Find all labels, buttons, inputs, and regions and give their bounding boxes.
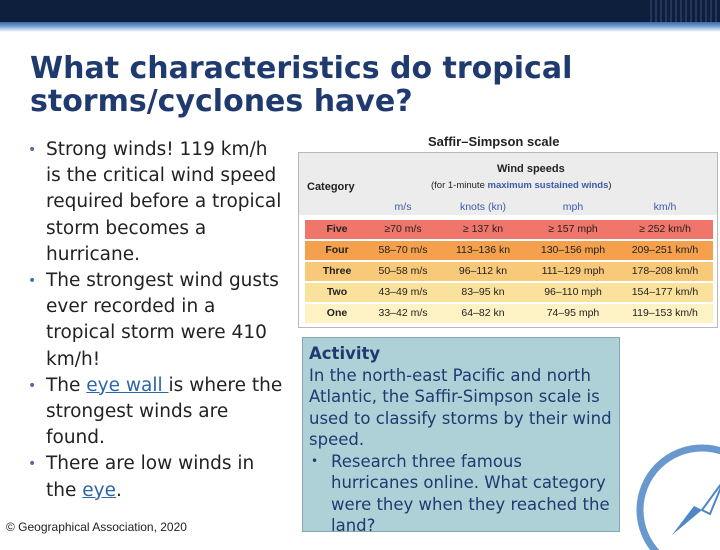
cell-ms: 58–70 m/s: [378, 244, 428, 256]
activity-bullet-text: Research three famous hurricanes online.…: [331, 451, 610, 536]
cell-category: One: [326, 307, 348, 319]
compass-icon: [636, 444, 720, 550]
copyright-notice: © Geographical Association, 2020: [6, 520, 187, 534]
activity-title: Activity: [309, 344, 381, 363]
sublabel-bold: maximum sustained winds: [487, 180, 609, 191]
wind-speeds-label: Wind speeds: [497, 163, 565, 175]
bullet-dot-icon: •: [28, 142, 37, 158]
cell-knots: 113–136 kn: [455, 244, 511, 256]
cell-knots: 64–82 kn: [461, 307, 505, 319]
cell-mph: 130–156 mph: [540, 244, 606, 256]
column-header-mph: mph: [562, 201, 584, 213]
bullet-item: • There are low winds in the eye.: [22, 451, 287, 503]
bullet-text: The strongest wind gusts ever recorded i…: [46, 270, 279, 370]
bullet-dot-icon: •: [311, 453, 319, 468]
column-header-knots: knots (kn): [459, 201, 507, 213]
table-row: One 33–42 m/s 64–82 kn 74–95 mph 119–153…: [305, 304, 713, 323]
cell-category: Four: [325, 244, 349, 256]
cell-mph: 96–110 mph: [544, 286, 602, 298]
column-header-ms: m/s: [394, 201, 412, 213]
sublabel-pre: (for 1-minute: [431, 180, 488, 191]
top-banner-pattern: [650, 0, 720, 22]
cell-knots: 96–112 kn: [458, 265, 508, 277]
cell-knots: ≥ 137 kn: [462, 223, 504, 235]
slide-title-line-1: What characteristics do tropical: [30, 51, 573, 86]
cell-kmh: 119–153 km/h: [632, 307, 698, 319]
cell-kmh: 209–251 km/h: [631, 244, 699, 256]
bullet-list: • Strong winds! 119 km/h is the critical…: [22, 137, 287, 504]
slide-title-line-2: storms/cyclones have?: [30, 84, 413, 119]
cell-kmh: 154–177 km/h: [631, 286, 699, 298]
header-divider: [0, 22, 720, 32]
bullet-text-post: is where the strongest winds are found.: [46, 374, 283, 449]
activity-text: In the north-east Pacific and north Atla…: [309, 365, 612, 450]
table-header: [299, 153, 717, 215]
cell-mph: 111–129 mph: [541, 265, 605, 277]
cell-category: Three: [322, 265, 352, 277]
bullet-item: • Strong winds! 119 km/h is the critical…: [22, 137, 287, 268]
wind-speeds-sublabel: (for 1-minute maximum sustained winds): [431, 180, 612, 191]
table-row: Four 58–70 m/s 113–136 kn 130–156 mph 20…: [305, 241, 713, 260]
cell-ms: 43–49 m/s: [378, 286, 428, 298]
bullet-text: Strong winds! 119 km/h is the critical w…: [46, 139, 282, 265]
bullet-dot-icon: •: [28, 456, 37, 473]
activity-bullet: • Research three famous hurricanes onlin…: [309, 451, 613, 537]
sublabel-post: ): [608, 180, 612, 191]
bullet-item: • The strongest wind gusts ever recorded…: [22, 268, 287, 373]
cell-kmh: ≥ 252 km/h: [639, 223, 691, 235]
cell-ms: ≥70 m/s: [384, 223, 422, 235]
cell-ms: 33–42 m/s: [378, 307, 428, 319]
cell-category: Five: [326, 223, 348, 235]
activity-box: Activity In the north-east Pacific and n…: [302, 337, 620, 535]
table-row: Five ≥70 m/s ≥ 137 kn ≥ 157 mph ≥ 252 km…: [305, 220, 713, 239]
saffir-simpson-title: Saffir–Simpson scale: [428, 134, 560, 149]
cell-kmh: 178–208 km/h: [631, 265, 699, 277]
bullet-text-post: .: [115, 479, 122, 501]
eye-link[interactable]: eye: [82, 479, 116, 501]
bullet-dot-icon: •: [28, 273, 37, 290]
saffir-simpson-table: Wind speeds (for 1-minute maximum sustai…: [298, 152, 718, 328]
table-row: Two 43–49 m/s 83–95 kn 96–110 mph 154–17…: [305, 283, 713, 302]
bullet-text-pre: The: [46, 374, 87, 396]
cell-mph: ≥ 157 mph: [548, 223, 598, 235]
cell-ms: 50–58 m/s: [378, 265, 428, 277]
cell-knots: 83–95 kn: [461, 286, 505, 298]
bullet-item: • The eye wall is where the strongest wi…: [22, 373, 287, 452]
cell-category: Two: [326, 286, 348, 298]
slide-title: What characteristics do tropical storms/…: [30, 52, 630, 118]
top-banner: [0, 0, 720, 22]
eye-wall-link[interactable]: eye wall: [86, 374, 169, 396]
category-header: Category: [307, 181, 355, 193]
table-row: Three 50–58 m/s 96–112 kn 111–129 mph 17…: [305, 262, 713, 281]
bullet-text-pre: There are low winds in the: [46, 453, 255, 501]
column-header-kmh: km/h: [653, 201, 677, 213]
bullet-dot-icon: •: [28, 377, 37, 394]
cell-mph: 74–95 mph: [546, 307, 600, 319]
